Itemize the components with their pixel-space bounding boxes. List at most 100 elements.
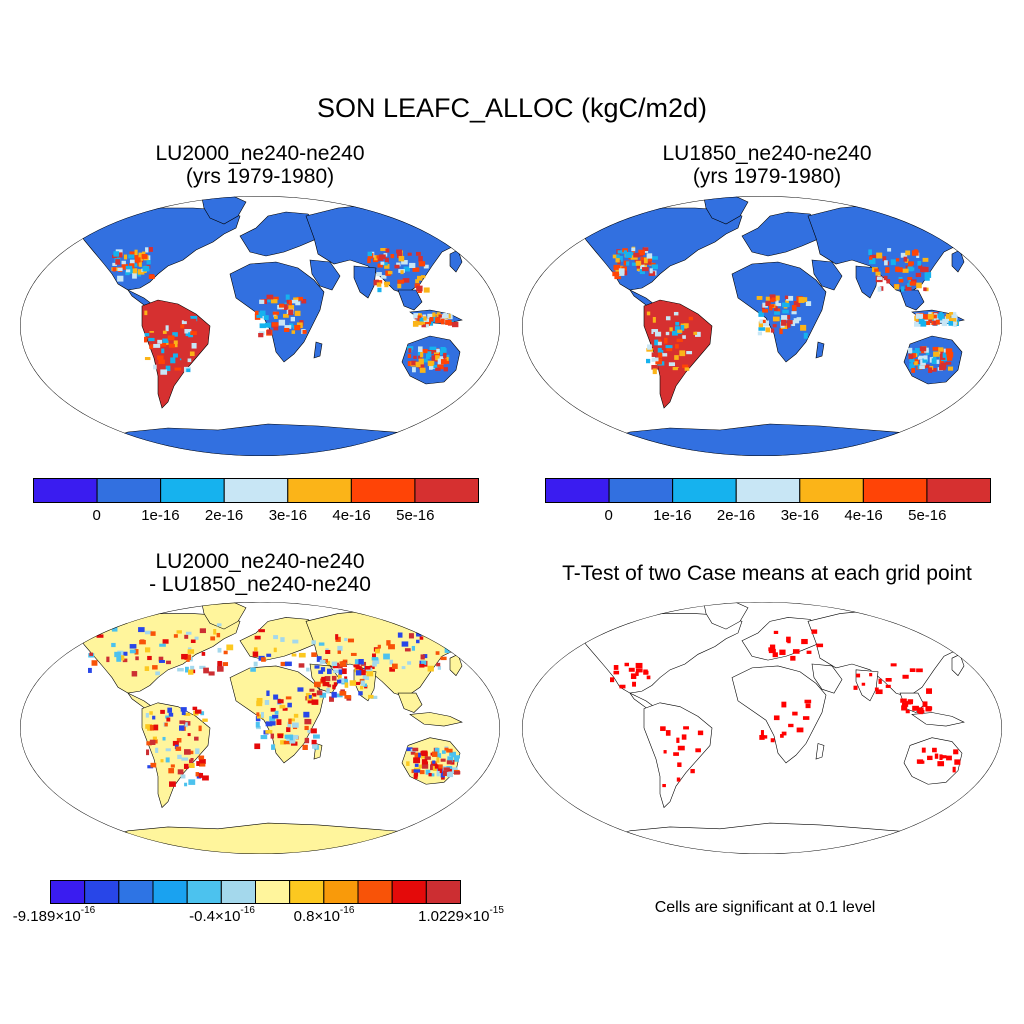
map-cell [256, 712, 260, 717]
map-cell [905, 250, 911, 256]
map-cell [874, 268, 879, 273]
map-cell [421, 764, 429, 769]
map-cell [917, 260, 922, 266]
map-cell [927, 755, 933, 761]
map-cell [816, 643, 824, 648]
map-cell [387, 271, 393, 275]
map-cell [113, 251, 120, 257]
map-cell [672, 318, 678, 323]
map-cell [918, 313, 924, 319]
map-cell [172, 353, 178, 358]
map-cell [883, 275, 888, 281]
map-cell [878, 678, 882, 684]
map-cell [146, 741, 152, 746]
map-cell [180, 774, 186, 779]
map-cell [437, 666, 442, 670]
significance-note: Cells are significant at 0.1 level [654, 899, 876, 916]
map-cell [613, 665, 619, 670]
panel2-colorbar-label: 2e-16 [716, 507, 756, 524]
map-cell [652, 313, 656, 319]
map-cell [272, 311, 280, 315]
map-cell [376, 272, 382, 277]
map-cell [612, 254, 617, 259]
map-cell [128, 268, 134, 274]
map-cell [162, 736, 166, 741]
map-cell [449, 751, 456, 758]
map-cell [781, 315, 788, 321]
panel1-colorbar-label: 1e-16 [141, 507, 180, 524]
map-cell [758, 321, 763, 328]
map-cell [396, 249, 402, 254]
map-cell [401, 260, 408, 265]
map-cell [298, 652, 306, 658]
map-cell [417, 275, 423, 281]
map-cell [765, 301, 771, 307]
map-cell [266, 690, 270, 697]
panel1-colorbar-swatch [33, 478, 98, 503]
map-cell [672, 367, 679, 371]
map-cell [316, 690, 323, 696]
map-cell [677, 745, 685, 751]
map-cell [258, 333, 264, 338]
map-cell [326, 661, 331, 666]
map-cell [372, 653, 376, 660]
map-cell [800, 324, 807, 331]
map-cell [431, 751, 438, 757]
map-cell [129, 649, 136, 654]
map-cell [781, 701, 787, 708]
map-cell [339, 661, 347, 667]
panel4-antarctica [589, 822, 949, 855]
map-cell [411, 645, 416, 651]
map-cell [129, 644, 137, 649]
map-cell [304, 718, 312, 725]
map-cell [184, 654, 192, 661]
map-cell [418, 261, 426, 267]
map-cell [166, 660, 171, 665]
map-cell [359, 669, 366, 676]
panel1-colorbar-label: 4e-16 [332, 507, 371, 524]
map-cell [425, 321, 429, 328]
map-cell [134, 257, 141, 263]
map-cell [775, 299, 779, 306]
map-cell [144, 647, 151, 653]
map-cell [194, 709, 202, 714]
map-cell [853, 685, 858, 690]
map-cell [418, 364, 425, 370]
panel1-colorbar-label: 0 [92, 507, 101, 524]
panel2-colorbar [545, 478, 991, 503]
map-cell [423, 264, 429, 269]
map-cell [421, 660, 427, 665]
panel2-title-line1: LU1850_ne240-ne240 [662, 142, 872, 165]
map-cell [144, 336, 148, 343]
map-cell [274, 315, 278, 319]
map-cell [265, 730, 273, 734]
panel2-colorbar-swatch [545, 478, 610, 503]
panel1-nz [473, 389, 487, 409]
map-cell [907, 277, 913, 281]
map-cell [427, 313, 434, 319]
map-cell [436, 770, 440, 777]
map-cell [304, 725, 309, 731]
panel1-map [20, 196, 500, 456]
panel4-map [522, 601, 1002, 855]
panel1-arabia [309, 259, 341, 291]
map-cell [869, 254, 877, 259]
map-cell [927, 314, 934, 320]
map-cell [370, 695, 378, 699]
map-cell [631, 262, 637, 266]
map-cell [939, 353, 946, 360]
map-cell [162, 639, 169, 644]
map-cell [921, 747, 926, 753]
map-cell [185, 666, 189, 673]
map-cell [440, 359, 447, 365]
map-cell [901, 705, 908, 711]
map-cell [128, 254, 135, 259]
map-cell [326, 687, 330, 694]
map-cell [115, 259, 121, 265]
map-cell [945, 348, 953, 355]
map-cell [321, 676, 326, 683]
map-cell [907, 699, 914, 703]
map-cell [189, 351, 195, 357]
map-cell [144, 357, 151, 361]
map-cell [398, 256, 405, 262]
